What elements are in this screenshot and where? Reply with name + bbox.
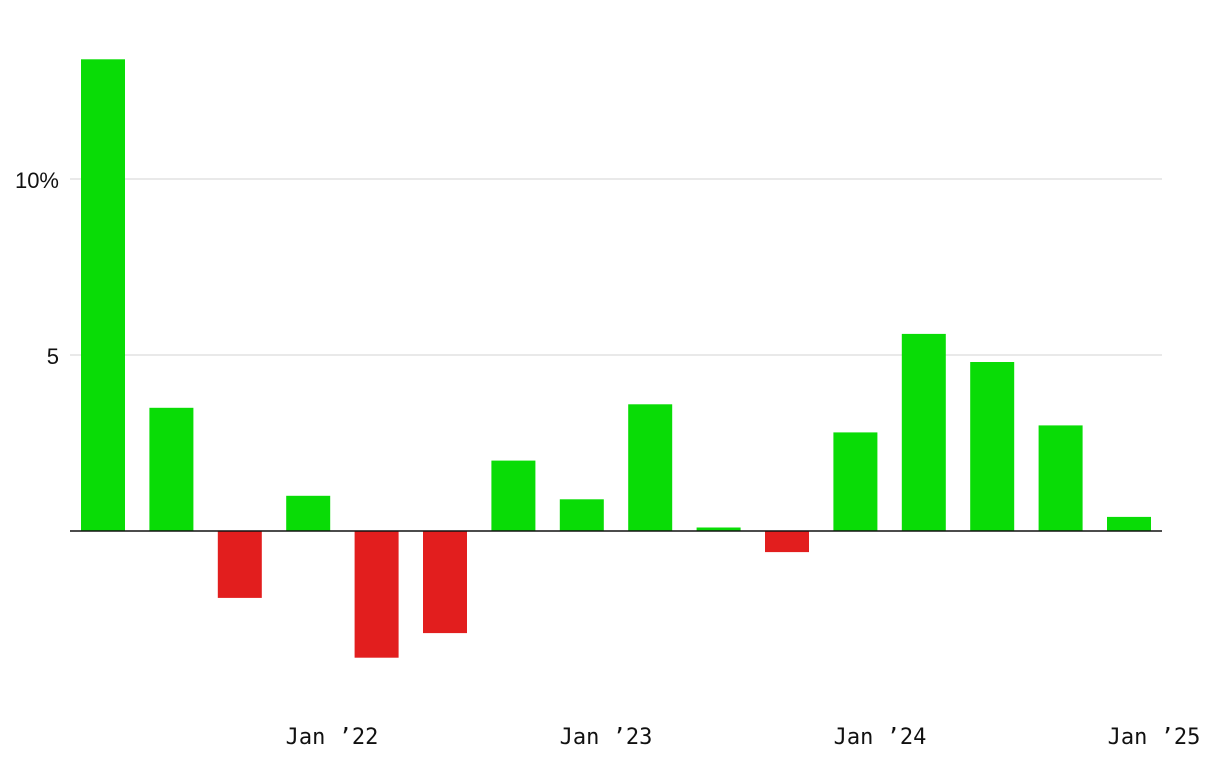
y-tick-label: 5 (47, 344, 59, 369)
bar-positive (81, 59, 125, 532)
bar-positive (491, 460, 536, 531)
x-tick-label: Jan ’22 (286, 725, 379, 750)
bar-positive (970, 362, 1015, 531)
bar-positive (1038, 425, 1083, 531)
bar-positive (149, 407, 194, 531)
bar-positive (833, 432, 878, 531)
y-tick-label: 10% (15, 168, 59, 193)
bar-layer (81, 59, 1151, 658)
x-tick-label: Jan ’25 (1108, 725, 1201, 750)
bar-positive (286, 495, 331, 531)
bar-positive (1107, 516, 1151, 531)
bar-negative (423, 531, 467, 634)
bar-positive (559, 499, 604, 531)
bar-negative (217, 531, 262, 598)
x-tick-label: Jan ’23 (560, 725, 653, 750)
bar-positive (696, 527, 741, 531)
bar-positive (628, 404, 673, 531)
x-tick-label: Jan ’24 (834, 725, 927, 750)
bar-negative (765, 531, 809, 553)
grid-layer (70, 178, 1162, 356)
bar-positive (901, 333, 946, 531)
bar-negative (354, 531, 399, 658)
